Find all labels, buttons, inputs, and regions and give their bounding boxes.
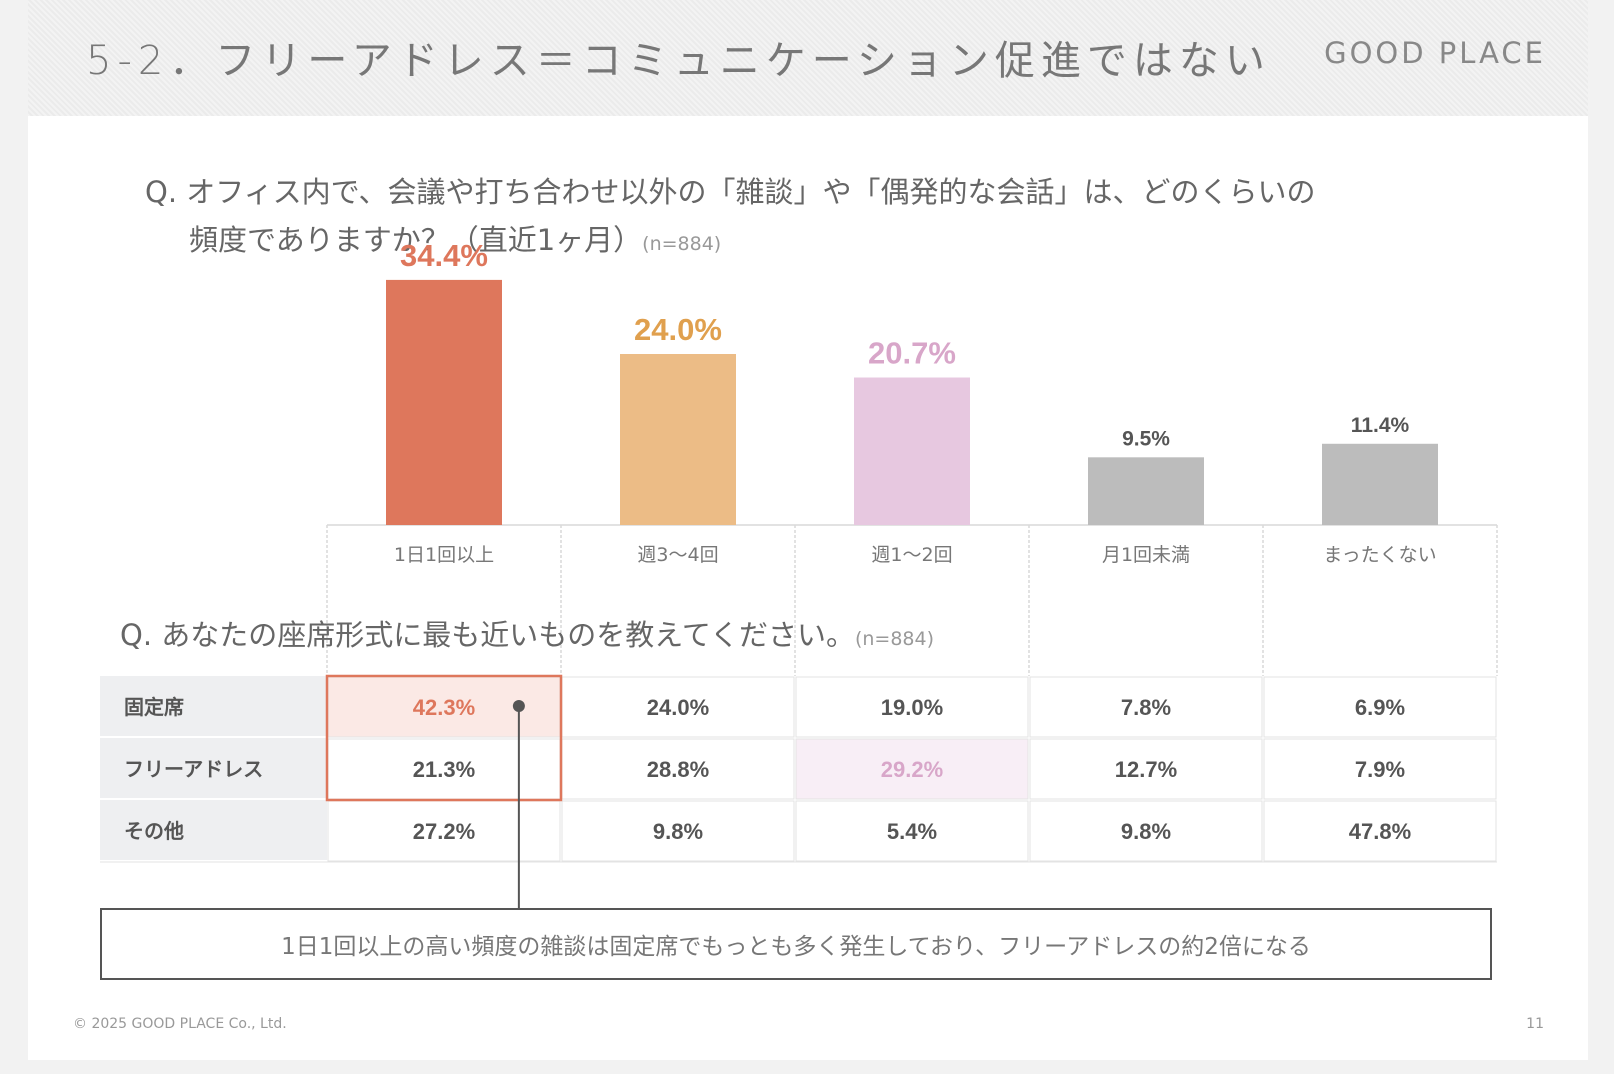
table-cell (1263, 676, 1497, 738)
table-cell-value: 9.8% (1121, 819, 1171, 844)
table-cell (561, 676, 795, 738)
table-row-label: フリーアドレス (124, 757, 263, 781)
table-cell-value: 7.8% (1121, 695, 1171, 720)
question-1: Q. オフィス内で、会議や打ち合わせ以外の「雑談」や「偶発的な会話」は、どのくら… (145, 168, 1316, 268)
table-cell (1029, 800, 1263, 862)
callout-text: 1日1回以上の高い頻度の雑談は固定席でもっとも多く発生しており、フリーアドレスの… (281, 934, 1311, 960)
category-label: 1日1回以上 (394, 544, 494, 566)
table-cell-value: 21.3% (413, 757, 475, 782)
table-row-header-bg (100, 800, 327, 860)
table-cell (327, 800, 561, 862)
bar-value-label: 34.4% (400, 238, 488, 273)
table-cell (1029, 676, 1263, 738)
category-label: 月1回未満 (1102, 544, 1190, 566)
question-1-line1: Q. オフィス内で、会議や打ち合わせ以外の「雑談」や「偶発的な会話」は、どのくら… (145, 175, 1316, 209)
bar (854, 377, 970, 525)
table-cell-value: 28.8% (647, 757, 709, 782)
copyright: © 2025 GOOD PLACE Co., Ltd. (73, 1016, 287, 1032)
table-cell-value: 27.2% (413, 819, 475, 844)
table-cell-value: 5.4% (887, 819, 937, 844)
table-cell-value: 29.2% (881, 757, 943, 782)
table-row-label: その他 (124, 819, 184, 843)
table-cell (1263, 738, 1497, 800)
bar (386, 279, 502, 525)
page-number: 11 (1526, 1016, 1544, 1032)
question-1-line2: 頻度でありますか？（直近1ヶ月）(n=884) (145, 216, 1316, 268)
bar-value-label: 24.0% (634, 312, 722, 347)
bar (1088, 457, 1204, 525)
content-panel (28, 116, 1588, 1060)
table-cell-value: 9.8% (653, 819, 703, 844)
bar (620, 354, 736, 525)
table-row-label: 固定席 (124, 695, 184, 719)
question-1-line2-text: 頻度でありますか？（直近1ヶ月） (189, 223, 643, 257)
table-cell-value: 6.9% (1355, 695, 1405, 720)
bar-value-label: 11.4% (1351, 414, 1410, 437)
table-row-header-bg (100, 738, 327, 798)
table-cell-value: 12.7% (1115, 757, 1177, 782)
table-cell-value: 7.9% (1355, 757, 1405, 782)
table-cell (1029, 738, 1263, 800)
question-2-sample-size: (n=884) (854, 628, 935, 650)
category-label: 週1〜2回 (871, 544, 952, 566)
table-cell (795, 800, 1029, 862)
table-cell-value: 47.8% (1349, 819, 1411, 844)
callout-box: 1日1回以上の高い頻度の雑談は固定席でもっとも多く発生しており、フリーアドレスの… (100, 908, 1492, 980)
question-2: Q. あなたの座席形式に最も近いものを教えてください。(n=884) (120, 612, 934, 654)
table-cell (561, 800, 795, 862)
table-cell (795, 738, 1029, 800)
question-2-text: Q. あなたの座席形式に最も近いものを教えてください。 (120, 618, 855, 652)
slide-header (28, 0, 1588, 116)
question-1-sample-size: (n=884) (642, 233, 722, 255)
table-cell (1263, 800, 1497, 862)
category-label: まったくない (1323, 544, 1436, 566)
highlight-frame (325, 674, 563, 802)
table-cell (795, 676, 1029, 738)
bar-value-label: 20.7% (868, 336, 956, 371)
table-cell (561, 738, 795, 800)
bar (1322, 443, 1438, 525)
slide-title: 5-2．フリーアドレス＝コミュニケーション促進ではない (86, 38, 1271, 84)
category-label: 週3〜4回 (637, 544, 718, 566)
brand-logo: GOOD PLACE (1324, 36, 1546, 70)
bar-value-label: 9.5% (1122, 427, 1170, 450)
table-cell-value: 42.3% (413, 695, 475, 720)
table-cell-value: 19.0% (881, 695, 943, 720)
table-row-header-bg (100, 676, 327, 736)
table-cell-value: 24.0% (647, 695, 709, 720)
table-cell (327, 738, 561, 800)
